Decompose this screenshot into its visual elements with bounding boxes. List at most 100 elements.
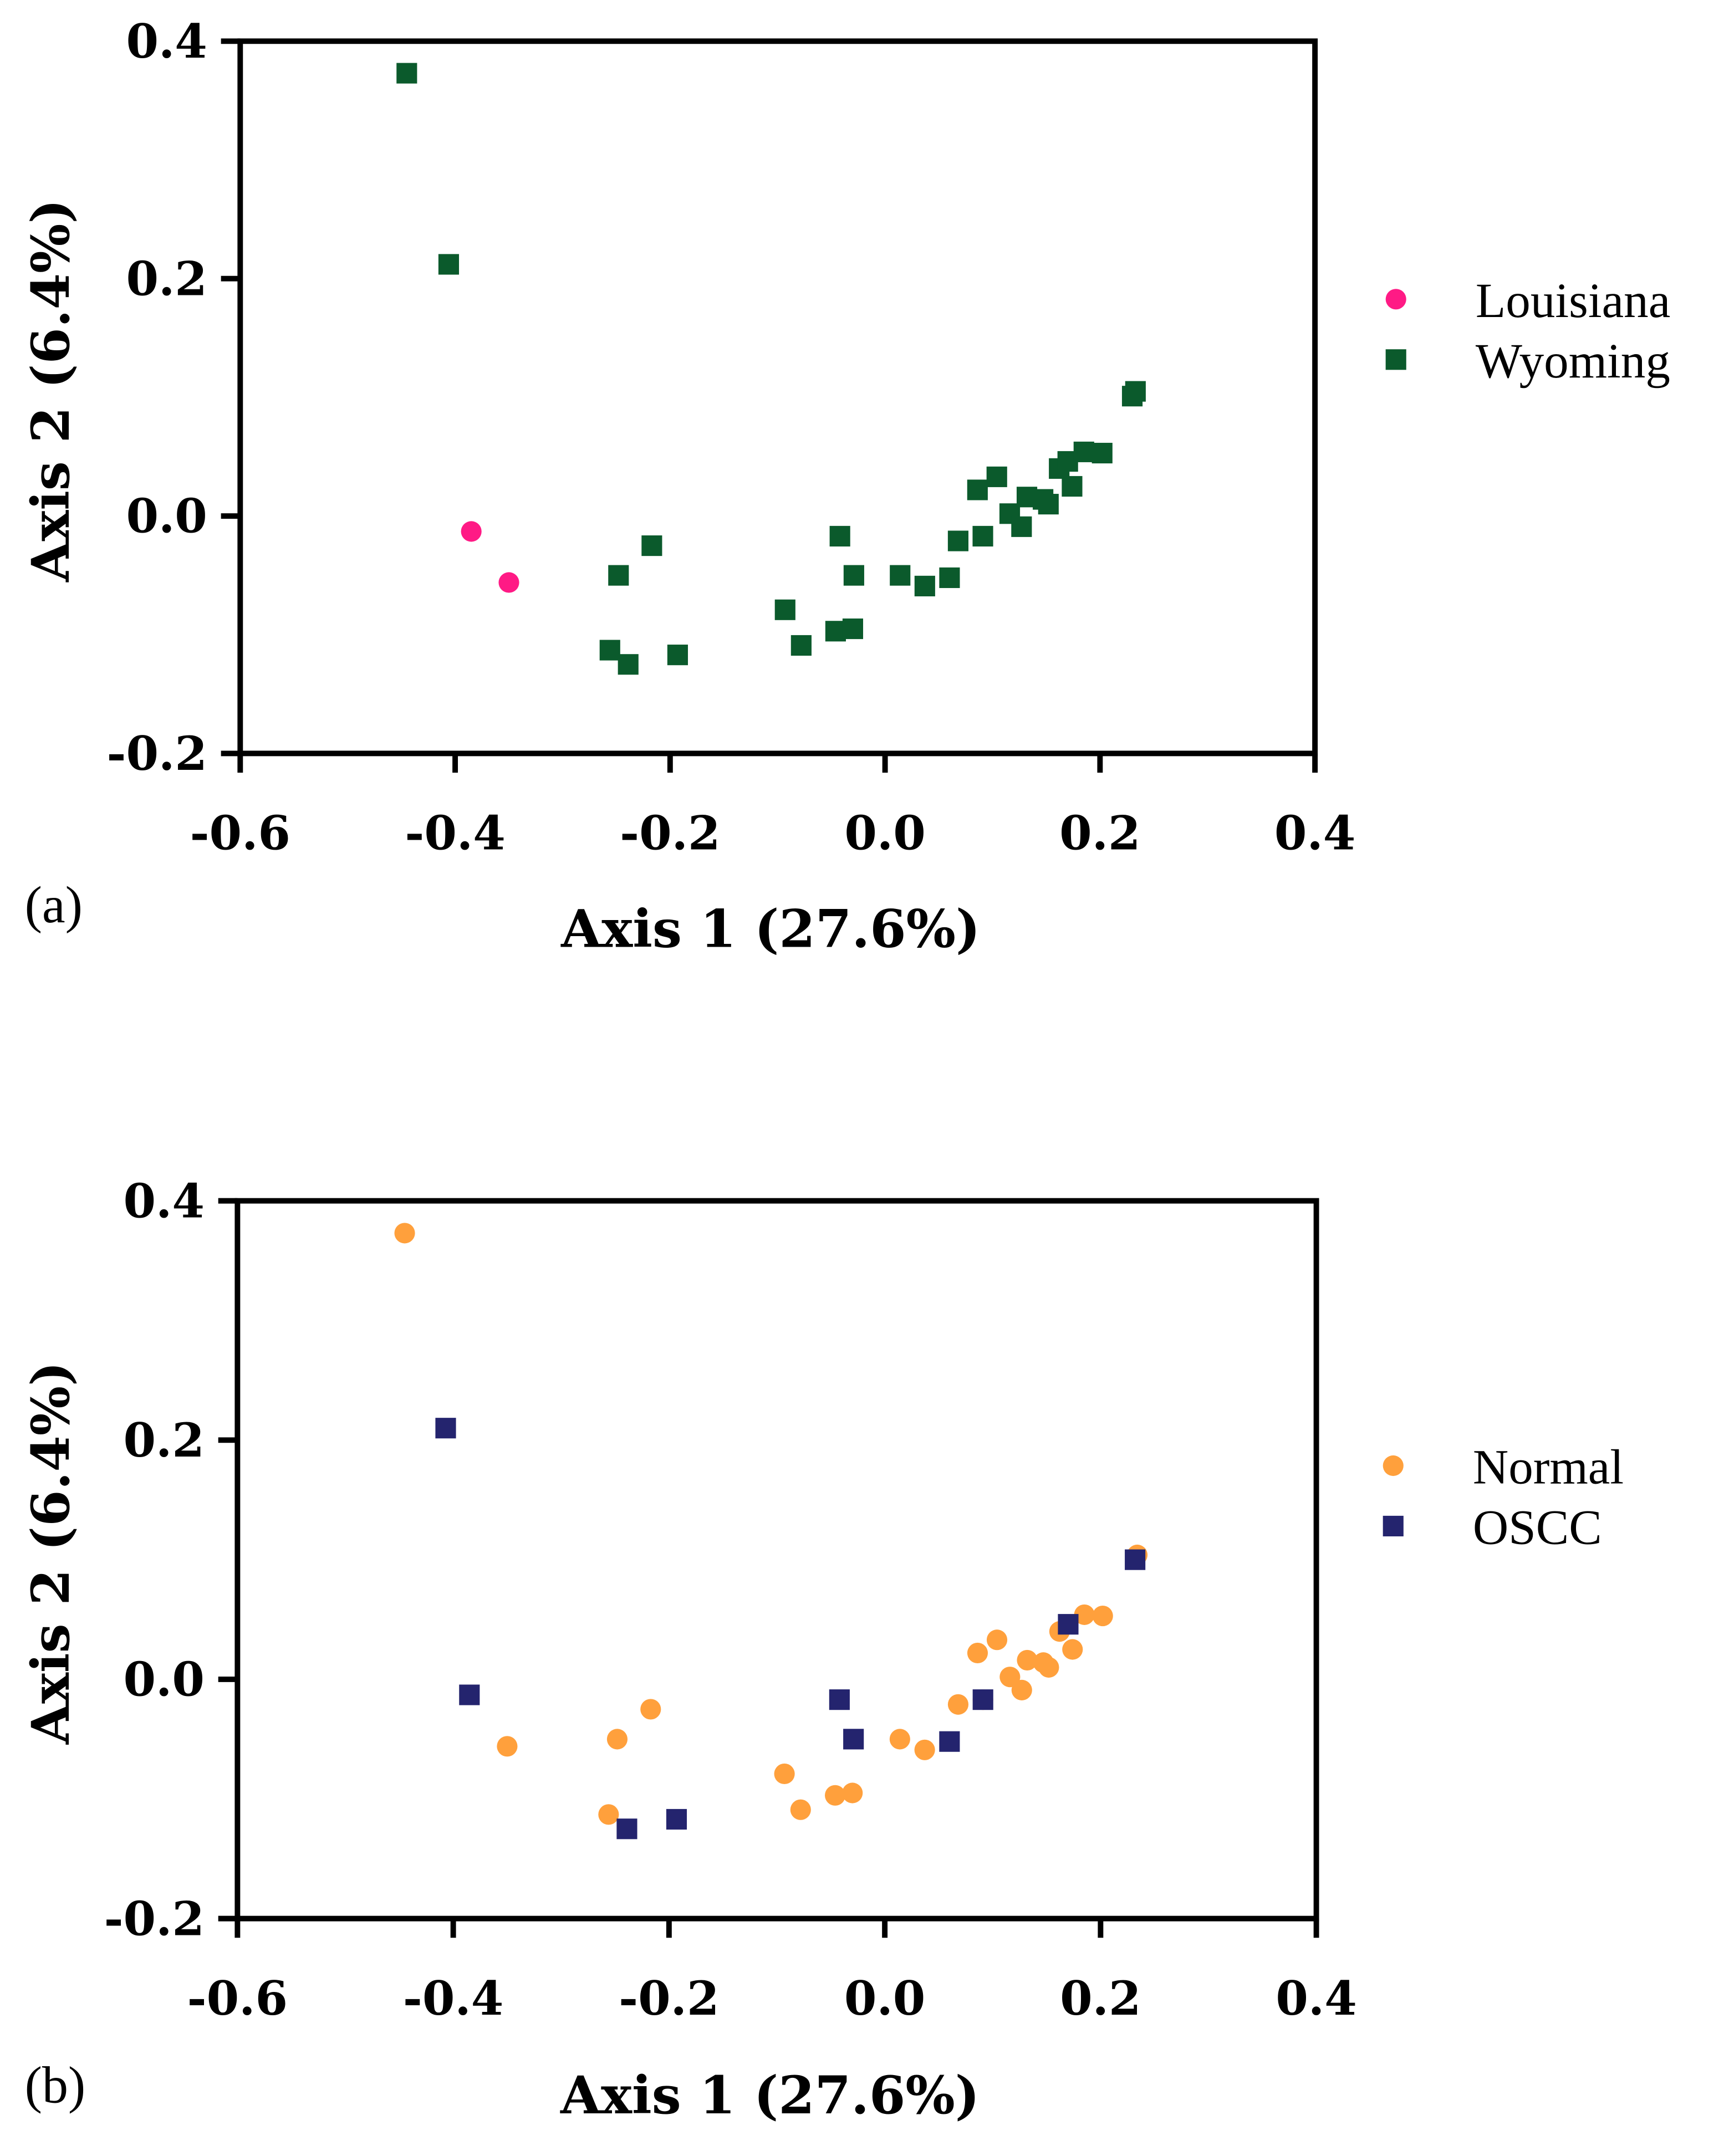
legend-label: OSCC — [1473, 1501, 1602, 1555]
data-point — [843, 565, 864, 586]
data-point — [1125, 1549, 1146, 1570]
y-tick-label: 0.2 — [126, 251, 207, 306]
panel-label: (b) — [25, 2056, 86, 2114]
x-tick-label: -0.6 — [190, 806, 290, 861]
x-tick-label: 0.0 — [844, 1971, 925, 2026]
data-point — [599, 640, 620, 661]
data-point — [640, 1699, 661, 1720]
y-tick-label: 0.4 — [123, 1173, 204, 1228]
data-point — [1092, 1605, 1113, 1627]
data-point — [999, 1667, 1021, 1688]
legend-item: Louisiana — [1385, 274, 1670, 328]
y-axis-label: Axis 2 (6.4%) — [21, 1361, 81, 1745]
data-point — [498, 572, 519, 593]
series-wyoming — [396, 63, 1146, 675]
y-tick-label: -0.2 — [104, 1891, 205, 1946]
data-point — [986, 1629, 1008, 1651]
data-point — [438, 254, 460, 275]
data-point — [774, 1763, 795, 1785]
panel-label: (a) — [25, 876, 83, 934]
data-point — [461, 521, 482, 542]
series-louisiana — [461, 521, 519, 593]
data-point — [1062, 1639, 1083, 1660]
chart-panel-b: -0.6 -0.4 -0.2 0.0 0.2 0.4 -0.2 0.0 0.2 0.4 Axis 1… — [21, 1173, 1624, 2126]
data-point — [1038, 1657, 1059, 1678]
legend-item: OSCC — [1383, 1501, 1602, 1555]
plot-frame — [234, 1198, 1319, 1922]
data-point — [829, 525, 850, 547]
data-point — [790, 635, 812, 656]
data-point — [1091, 442, 1113, 464]
x-axis-label: Axis 1 (27.6%) — [560, 2065, 980, 2126]
data-point — [1017, 1649, 1038, 1670]
y-axis-label: Axis 2 (6.4%) — [21, 199, 81, 583]
data-point — [939, 1731, 960, 1752]
legend-label: Wyoming — [1476, 334, 1670, 389]
data-point — [1074, 1604, 1095, 1625]
data-point — [598, 1804, 619, 1825]
y-tick-label: 0.0 — [123, 1652, 204, 1707]
legend-marker — [1383, 1455, 1404, 1476]
data-point — [774, 599, 795, 620]
data-point — [967, 479, 988, 500]
data-point — [825, 1785, 846, 1806]
data-point — [825, 621, 846, 642]
data-point — [842, 618, 864, 640]
legend-label: Louisiana — [1476, 274, 1670, 328]
data-point — [667, 645, 688, 666]
data-point — [914, 575, 935, 596]
legend-marker — [1385, 289, 1406, 310]
data-point — [1125, 381, 1146, 402]
x-tick-label: 0.4 — [1276, 1971, 1356, 2026]
y-tick-label: 0.0 — [126, 489, 207, 544]
data-point — [889, 1729, 910, 1750]
x-tick-label: -0.4 — [403, 1971, 503, 2026]
data-point — [608, 565, 629, 586]
data-point — [459, 1684, 480, 1705]
data-point — [947, 1694, 969, 1715]
x-tick-label: 0.2 — [1059, 806, 1140, 861]
data-point — [790, 1799, 811, 1820]
data-point — [1011, 1679, 1032, 1700]
data-point — [914, 1739, 935, 1760]
x-tick-label: 0.4 — [1274, 806, 1355, 861]
plot-frame — [237, 38, 1318, 757]
data-point — [939, 567, 960, 588]
x-tick-label: -0.2 — [620, 806, 720, 861]
chart-panel-a: -0.6 -0.4 -0.2 0.0 0.2 0.4 -0.2 0.0 0.2 0.4 Axis 1… — [21, 14, 1670, 960]
data-point — [1058, 1614, 1079, 1635]
data-point — [616, 1818, 637, 1840]
legend-marker — [1385, 349, 1406, 370]
data-point — [396, 63, 417, 84]
x-tick-label: 0.0 — [844, 806, 925, 861]
y-tick-label: 0.2 — [123, 1413, 204, 1468]
data-point — [843, 1729, 864, 1750]
data-point — [972, 1689, 993, 1710]
data-point — [666, 1808, 687, 1830]
data-point — [435, 1418, 456, 1439]
data-point — [890, 565, 911, 586]
x-tick-label: 0.2 — [1060, 1971, 1141, 2026]
x-tick-label: -0.2 — [619, 1971, 719, 2026]
data-point — [842, 1782, 863, 1804]
data-point — [618, 654, 639, 675]
legend-marker — [1383, 1515, 1404, 1537]
data-point — [1073, 441, 1094, 462]
data-point — [606, 1729, 628, 1750]
y-tick-label: -0.2 — [107, 726, 207, 781]
data-point — [641, 535, 662, 556]
x-axis-label: Axis 1 (27.6%) — [560, 899, 980, 960]
legend-item: Normal — [1383, 1440, 1624, 1495]
data-point — [947, 530, 969, 551]
data-point — [394, 1223, 415, 1244]
data-point — [972, 525, 993, 547]
data-point — [497, 1736, 518, 1757]
x-tick-label: -0.6 — [187, 1971, 288, 2026]
data-point — [1011, 516, 1032, 537]
data-point — [986, 466, 1007, 487]
data-point — [1038, 494, 1059, 515]
series-oscc — [435, 1418, 1146, 1840]
series-normal — [394, 1223, 1148, 1825]
legend-label: Normal — [1473, 1440, 1624, 1495]
